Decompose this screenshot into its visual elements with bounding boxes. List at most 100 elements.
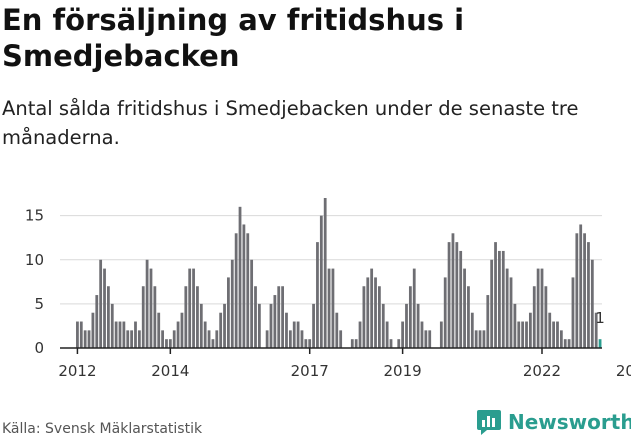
- bar: [203, 321, 207, 348]
- bar: [366, 277, 370, 348]
- bar: [385, 321, 389, 348]
- bar: [184, 286, 188, 348]
- bar: [265, 330, 269, 348]
- bar: [323, 198, 327, 348]
- bar: [79, 321, 83, 348]
- source-note: Källa: Svensk Mäklarstatistik: [2, 421, 203, 437]
- gridlines: [60, 215, 602, 305]
- bar: [494, 242, 497, 348]
- bar: [408, 286, 412, 348]
- bar: [149, 268, 153, 348]
- bar: [145, 259, 149, 348]
- newsworthy-logo[interactable]: Newsworthy: [476, 406, 631, 438]
- x-tick-label-2014: 2014: [151, 362, 189, 380]
- bar: [463, 268, 466, 348]
- bar: [234, 233, 238, 348]
- bar: [556, 321, 559, 348]
- bar: [467, 286, 470, 348]
- x-tick-label-2012: 2012: [58, 362, 96, 380]
- bar-chart: 0 5 10 15 2012 2014 2017 2019 2022 2024 1: [25, 198, 631, 380]
- bar: [525, 321, 528, 348]
- bar: [350, 339, 354, 348]
- bar: [238, 206, 242, 348]
- bar: [327, 268, 331, 348]
- bar: [590, 259, 594, 348]
- bar: [180, 312, 184, 348]
- bar: [257, 303, 261, 348]
- bar: [126, 330, 130, 348]
- bar: [103, 268, 106, 348]
- bar: [319, 215, 323, 348]
- bar: [478, 330, 482, 348]
- bar: [474, 330, 478, 348]
- bar: [130, 330, 134, 348]
- bar: [532, 286, 536, 348]
- bar: [76, 321, 79, 348]
- bar: [548, 312, 552, 348]
- bar: [439, 321, 443, 348]
- bar: [397, 339, 401, 348]
- bar: [110, 303, 114, 348]
- bar: [211, 339, 215, 348]
- x-tick-label-2017: 2017: [291, 362, 329, 380]
- brand-name: Newsworthy: [508, 410, 631, 434]
- bar: [571, 277, 575, 348]
- bar: [281, 286, 284, 348]
- bar: [137, 330, 141, 348]
- bar: [188, 268, 192, 348]
- bar: [269, 303, 273, 348]
- bar: [482, 330, 486, 348]
- bar: [227, 277, 230, 348]
- bar: [331, 268, 335, 348]
- bar: [296, 321, 300, 348]
- bar: [157, 312, 161, 348]
- x-tick-label-2024: 2024: [616, 362, 631, 380]
- bar: [451, 233, 455, 348]
- y-tick-label-10: 10: [25, 251, 44, 269]
- bar: [219, 312, 223, 348]
- bar: [141, 286, 145, 348]
- bar: [300, 330, 304, 348]
- bar: [378, 286, 381, 348]
- bar: [122, 321, 126, 348]
- bar: [161, 330, 164, 348]
- bar: [405, 303, 408, 348]
- bar: [420, 321, 424, 348]
- bar: [312, 303, 315, 348]
- bar: [168, 339, 172, 348]
- bar: [490, 259, 494, 348]
- bar-series: [76, 198, 602, 348]
- bar: [389, 339, 393, 348]
- bar: [207, 330, 211, 348]
- bar: [381, 303, 385, 348]
- bar: [153, 286, 157, 348]
- last-value-label: 1: [595, 309, 605, 327]
- bar: [199, 303, 203, 348]
- bar: [91, 312, 95, 348]
- bar: [505, 268, 509, 348]
- y-tick-label-0: 0: [34, 339, 44, 357]
- bar: [424, 330, 428, 348]
- page-subtitle: Antal sålda fritidshus i Smedjebacken un…: [2, 97, 579, 149]
- bar: [498, 250, 501, 348]
- bar: [428, 330, 432, 348]
- bar: [114, 321, 118, 348]
- bar: [118, 321, 122, 348]
- y-tick-label-15: 15: [25, 207, 44, 225]
- bar: [339, 330, 343, 348]
- bar-latest: [598, 339, 602, 348]
- bar: [536, 268, 540, 348]
- y-tick-labels: 0 5 10 15: [25, 207, 44, 357]
- bar: [288, 330, 292, 348]
- bar: [567, 339, 571, 348]
- bar: [292, 321, 296, 348]
- bar: [370, 268, 374, 348]
- bar: [87, 330, 91, 348]
- bar: [374, 277, 377, 348]
- bar: [447, 242, 451, 348]
- bar: [316, 242, 319, 348]
- bar: [412, 268, 416, 348]
- bar: [223, 303, 226, 348]
- bar: [192, 268, 195, 348]
- bar: [308, 339, 312, 348]
